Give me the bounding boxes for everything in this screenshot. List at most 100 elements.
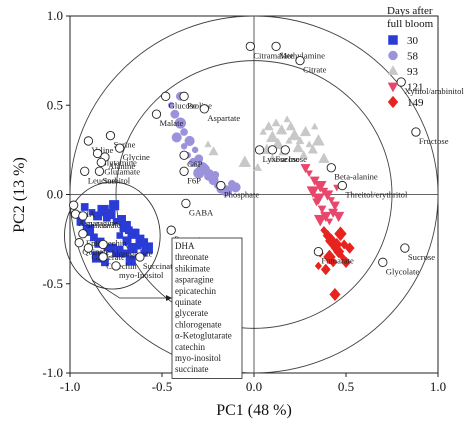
variable-marker: [267, 145, 278, 155]
point-30: [132, 228, 140, 236]
variable-label: Lyxose: [263, 154, 288, 164]
series-93: [204, 115, 330, 171]
point-121: [325, 218, 334, 226]
variable-label: Glucose: [169, 100, 197, 110]
variable-loading: Threitol/erythritol: [337, 180, 408, 200]
variable-loading: Sucrose: [400, 243, 435, 262]
point-93: [292, 141, 304, 153]
point-93: [305, 140, 313, 148]
point-121: [317, 205, 327, 214]
point-30: [141, 242, 153, 254]
variable-loading: Serine: [105, 130, 136, 150]
variable-marker: [105, 130, 116, 141]
point-93: [208, 146, 219, 156]
variable-label: Inose: [288, 154, 307, 164]
variable-marker: [96, 157, 106, 168]
variable-label: Beta-alanine: [334, 172, 378, 182]
point-121: [332, 211, 345, 223]
variable-loading: Shikimate: [78, 211, 121, 230]
variable-loading: Catechin: [98, 252, 137, 271]
variable-marker: [199, 104, 209, 114]
variable-label: Asparagine: [79, 218, 118, 228]
point-121: [321, 190, 334, 201]
annotation-box-item: epicatechin: [175, 286, 216, 296]
variable-marker: [69, 200, 79, 210]
variable-label: G6P: [187, 159, 203, 169]
variable-label: Fucose: [275, 154, 300, 164]
variable-label: Phosphate: [224, 190, 260, 200]
legend-marker-121: [387, 82, 399, 93]
x-tick-label: -1.0: [60, 379, 81, 394]
legend-entry-30: 30: [388, 35, 419, 47]
point-93: [263, 121, 274, 131]
variable-label: F6P: [187, 175, 201, 185]
variable-label: GABA: [189, 207, 214, 217]
x-tick-label: 0.5: [338, 379, 354, 394]
variable-loading: Citrate: [295, 55, 327, 75]
point-93: [307, 144, 318, 154]
legend-label: 58: [407, 51, 419, 63]
variable-marker: [337, 180, 347, 191]
point-93: [295, 136, 305, 145]
variable-label: Proline: [187, 100, 212, 110]
legend-entry-58: 58: [388, 50, 419, 63]
variable-label: Chlorogenate: [106, 248, 152, 258]
variable-label: Malate: [159, 118, 183, 128]
x-tick-label: 0.0: [246, 379, 262, 394]
y-tick-label: -0.5: [42, 276, 63, 291]
variable-marker: [411, 127, 421, 137]
point-93: [299, 150, 309, 159]
variable-label: Fructose: [419, 136, 449, 146]
variable-loading: Glutamate: [96, 157, 140, 176]
series-points: [76, 91, 355, 302]
point-30: [122, 236, 132, 246]
point-30: [121, 249, 130, 258]
point-93: [299, 125, 312, 137]
point-93: [266, 130, 279, 142]
y-tick-label: -1.0: [42, 365, 63, 380]
variable-marker: [400, 243, 410, 253]
annotation-box-item: α-Ketoglutarate: [175, 331, 232, 341]
variable-label: Sorbitol: [102, 175, 130, 185]
annotation-box-item: quinate: [175, 297, 202, 307]
variable-marker: [135, 252, 145, 262]
point-93: [285, 121, 296, 131]
point-58: [184, 135, 195, 146]
variable-marker: [245, 41, 255, 51]
variable-marker: [378, 257, 388, 267]
variable-marker: [151, 109, 162, 119]
variable-marker: [179, 166, 189, 176]
point-93: [318, 152, 330, 163]
legend-label: 93: [407, 66, 419, 78]
point-58: [167, 102, 175, 109]
variable-loading: Sorbitol: [94, 166, 131, 185]
variable-label: Serine: [113, 140, 135, 150]
point-58: [193, 167, 205, 179]
cluster-ellipse: [64, 181, 161, 290]
annotation-box-frame: [171, 237, 243, 379]
point-93: [238, 155, 252, 167]
variable-label: Threitol/erythritol: [345, 190, 408, 200]
legend-marker-58: [388, 50, 398, 61]
variable-loading: Leucine: [80, 166, 116, 185]
zero-lines: [70, 16, 438, 373]
point-58: [180, 143, 188, 150]
x-axis-title: PC1 (48 %): [216, 402, 292, 419]
annotation-connector: [91, 279, 172, 299]
axis-ticks: -1.0 -0.5 0.0 0.5 1.0 -1.0 -0.5 0.0 0.5 1.0: [42, 8, 446, 394]
variable-marker: [98, 252, 108, 262]
point-149: [344, 242, 355, 254]
point-30: [80, 203, 89, 211]
annotation-box-item: chlorogenate: [175, 319, 221, 329]
variable-marker: [280, 145, 290, 155]
point-121: [300, 164, 311, 174]
variable-marker: [92, 148, 103, 159]
variable-marker: [78, 211, 88, 221]
point-93: [310, 122, 319, 130]
variable-loading: Quinate: [74, 238, 110, 257]
point-93: [283, 115, 291, 123]
point-121: [313, 214, 327, 227]
